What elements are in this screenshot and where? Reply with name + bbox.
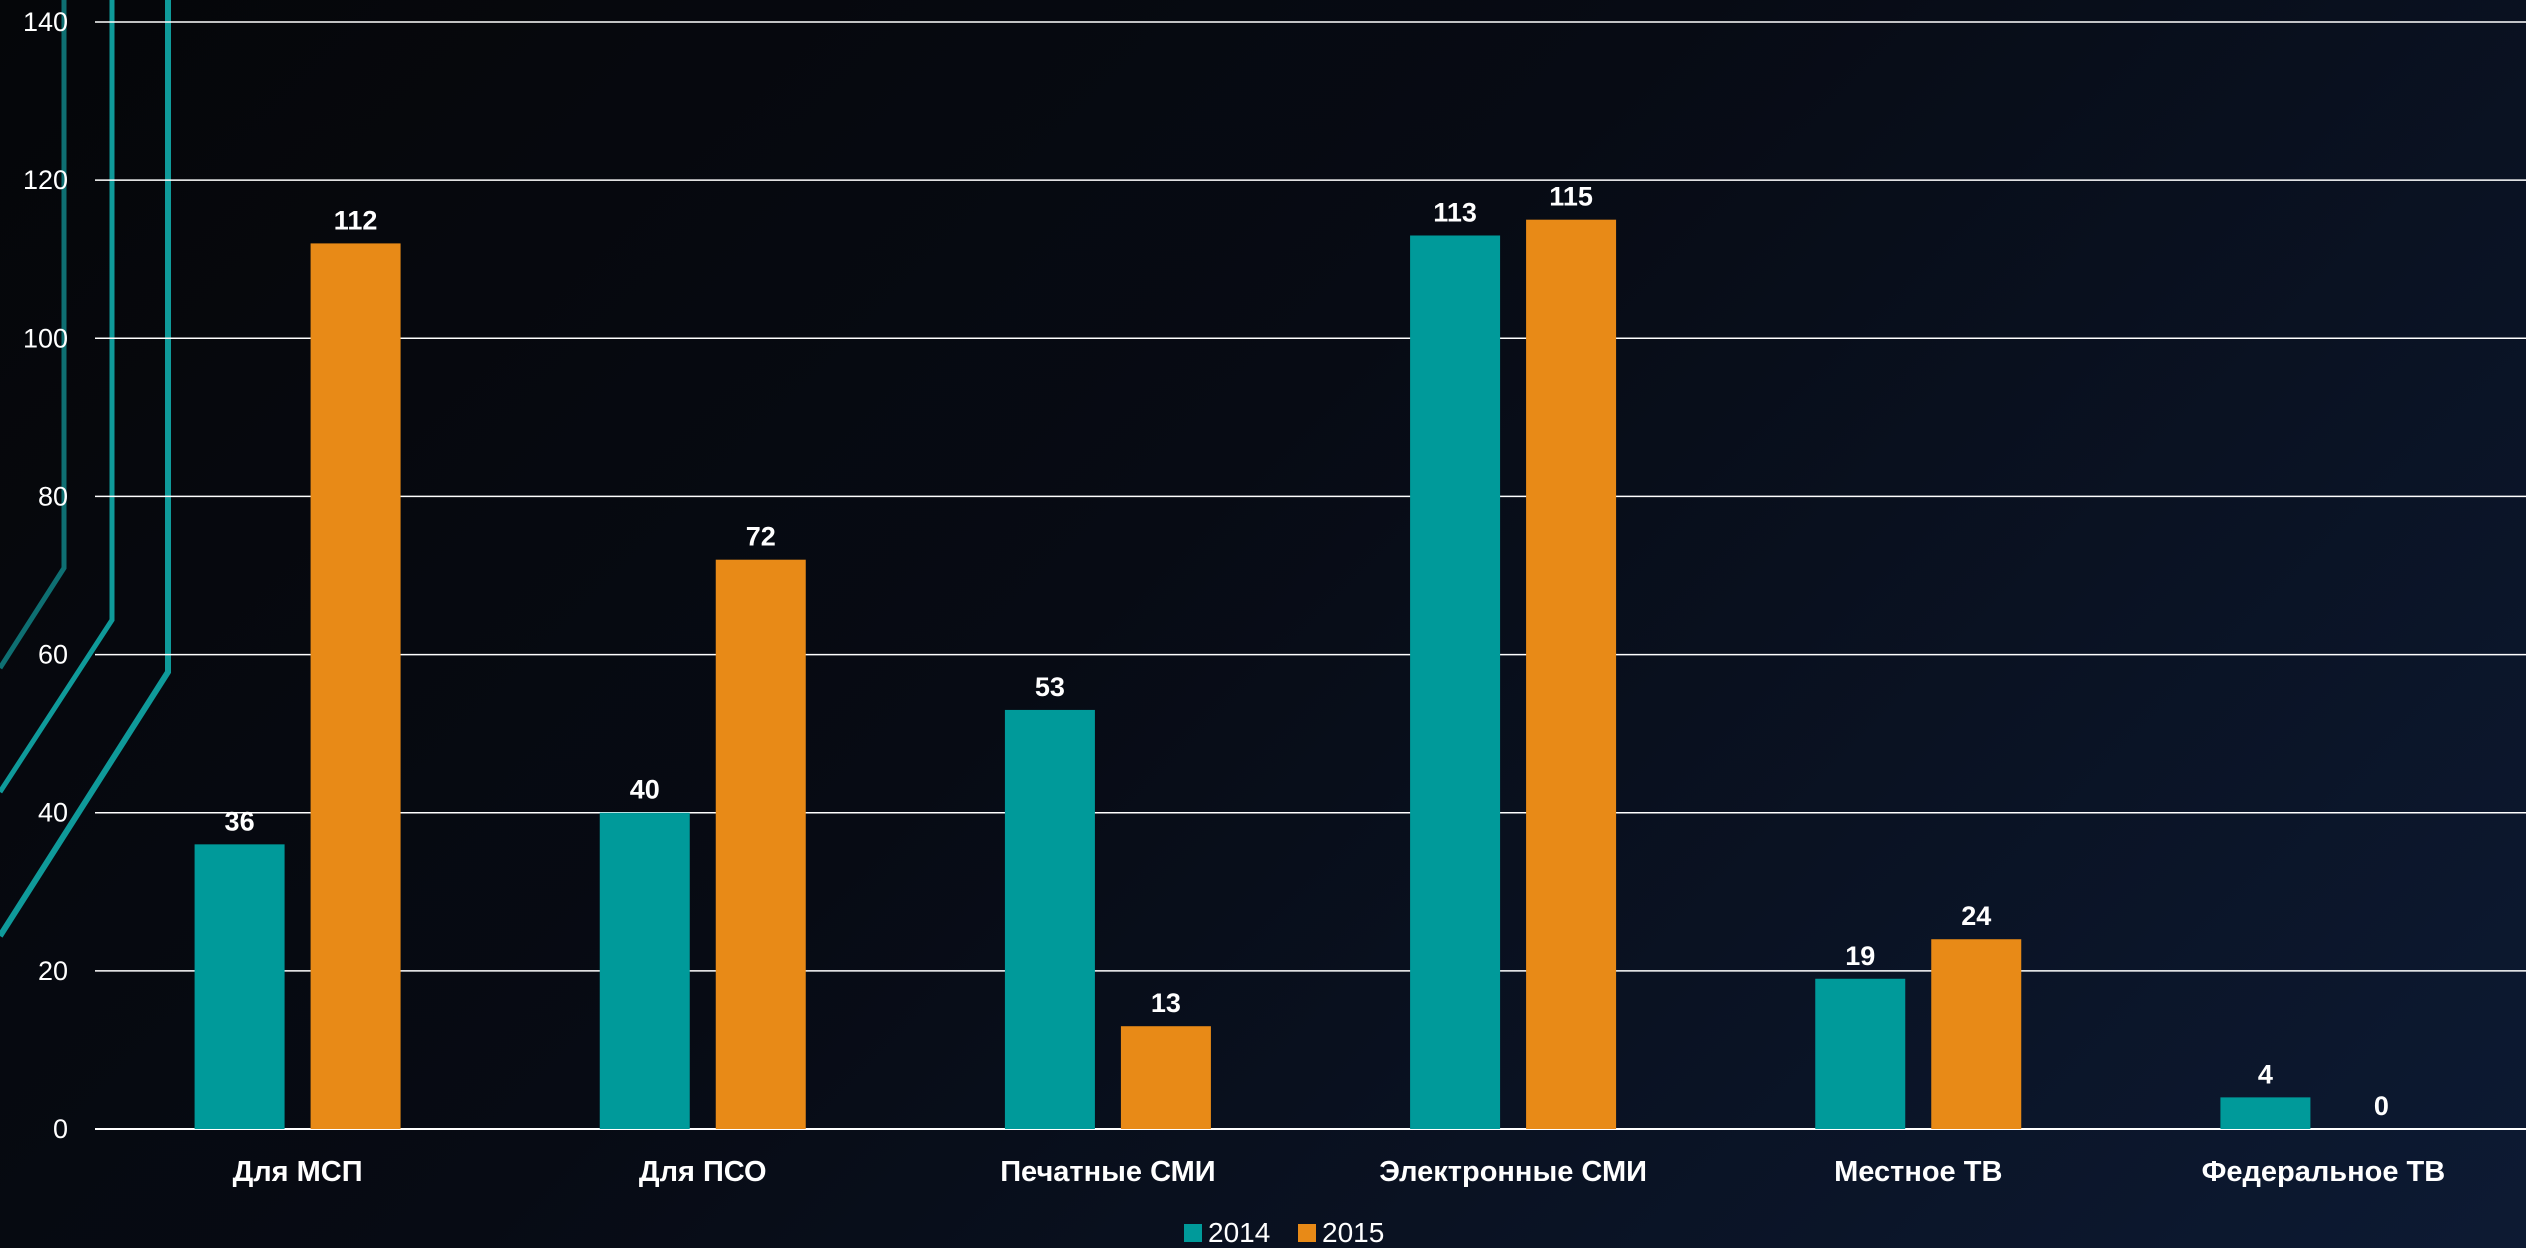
data-label: 113 xyxy=(1433,197,1477,227)
bar-2014-5 xyxy=(2220,1097,2311,1129)
y-axis-ticks: 0 20 40 60 80 100 120 140 xyxy=(23,7,68,1144)
data-label: 19 xyxy=(1845,941,1875,971)
y-tick-label: 140 xyxy=(23,7,68,37)
y-tick-label: 40 xyxy=(38,798,68,828)
data-label: 0 xyxy=(2374,1091,2389,1121)
category-label: Для ПСО xyxy=(639,1156,767,1188)
y-tick-label: 20 xyxy=(38,956,68,986)
legend: 2014 2015 xyxy=(1184,1217,1384,1248)
bar-2015-1 xyxy=(715,559,806,1129)
data-label: 112 xyxy=(334,205,378,235)
bar-2015-2 xyxy=(1120,1026,1211,1129)
y-tick-label: 100 xyxy=(23,323,68,353)
data-label: 4 xyxy=(2258,1059,2273,1089)
y-tick-label: 120 xyxy=(23,165,68,195)
gridlines xyxy=(95,21,2526,1130)
bar-2014-3 xyxy=(1410,235,1501,1129)
data-label: 40 xyxy=(630,775,660,805)
category-label: Местное ТВ xyxy=(1834,1156,2002,1188)
bar-2014-0 xyxy=(194,844,285,1129)
decor-line-inner xyxy=(0,0,67,670)
data-label: 24 xyxy=(1961,901,1991,931)
bar-2014-2 xyxy=(1004,709,1095,1129)
y-tick-label: 0 xyxy=(53,1114,68,1144)
data-label: 13 xyxy=(1151,988,1181,1018)
legend-swatch-2015 xyxy=(1298,1224,1316,1242)
bar-2014-1 xyxy=(599,812,690,1129)
data-label: 53 xyxy=(1035,672,1065,702)
legend-swatch-2014 xyxy=(1184,1224,1202,1242)
y-tick-label: 80 xyxy=(38,481,68,511)
category-label: Печатные СМИ xyxy=(1000,1156,1215,1188)
data-label: 115 xyxy=(1549,182,1593,212)
data-label: 36 xyxy=(225,806,255,836)
bar-2014-4 xyxy=(1815,978,1906,1129)
category-label: Для МСП xyxy=(233,1156,363,1188)
bar-2015-0 xyxy=(310,243,401,1129)
bar-2015-3 xyxy=(1526,219,1617,1129)
decor-line-middle xyxy=(0,0,115,794)
category-label: Федеральное ТВ xyxy=(2202,1156,2446,1188)
legend-label-2014: 2014 xyxy=(1208,1217,1270,1248)
decorative-lines xyxy=(0,0,171,938)
category-labels: Для МСП Для ПСО Печатные СМИ Электронные СМ… xyxy=(233,1156,2446,1188)
data-label: 72 xyxy=(746,522,776,552)
bar-2015-4 xyxy=(1931,939,2022,1129)
category-label: Электронные СМИ xyxy=(1379,1156,1647,1188)
decor-line-outer xyxy=(0,0,171,938)
y-tick-label: 60 xyxy=(38,640,68,670)
legend-label-2015: 2015 xyxy=(1322,1217,1384,1248)
bars xyxy=(194,219,2311,1129)
